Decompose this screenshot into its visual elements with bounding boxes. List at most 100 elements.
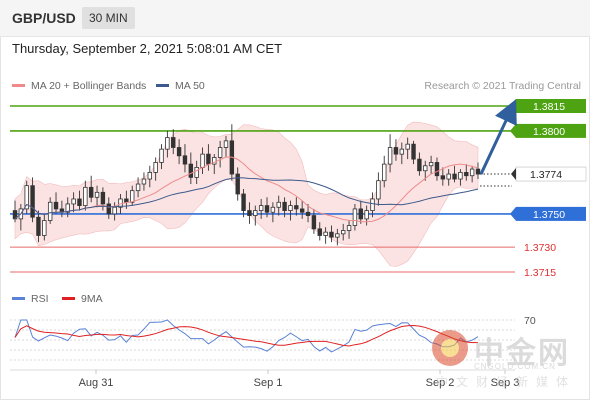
legend-9ma-label: 9MA [81, 293, 103, 305]
watermark-url: CNGOLD.COM.CN [474, 362, 556, 371]
candle-body [434, 162, 440, 177]
candle-body [147, 171, 152, 180]
timestamp: Thursday, September 2, 2021 5:08:01 AM C… [12, 41, 283, 56]
candle-body [200, 153, 205, 168]
ma9-swatch [62, 296, 75, 300]
rsi-panel: 70 [10, 315, 536, 361]
candle-body [47, 201, 53, 221]
legend-9ma: 9MA [62, 293, 103, 305]
candle-body [452, 173, 457, 180]
candle-body [112, 206, 117, 215]
candle-body [464, 171, 469, 177]
x-tick-label: Aug 31 [79, 377, 114, 389]
candle-body [428, 162, 434, 167]
candle-body [159, 148, 164, 163]
current-price-pointer [511, 168, 516, 181]
rsi-line [14, 319, 479, 353]
candle-body [382, 163, 387, 182]
candle-body [94, 191, 100, 198]
candle-body [288, 205, 293, 211]
price-levels [10, 105, 515, 273]
candle-body [299, 208, 305, 213]
candle-body [346, 225, 352, 231]
level-tag-pointer [510, 206, 516, 221]
candle-body [364, 210, 369, 220]
candle-body [65, 203, 70, 213]
level-label-1.3730: 1.3730 [524, 242, 556, 254]
candle-body [24, 185, 29, 210]
candle-body [247, 210, 252, 216]
candle-body [393, 147, 399, 155]
current-price-label: 1.3774 [530, 169, 562, 181]
candle-body [270, 206, 276, 213]
level-label-1.3800: 1.3800 [533, 126, 565, 138]
watermark-logo-icon [432, 330, 468, 366]
candle-body [417, 158, 422, 172]
candle-body [305, 211, 311, 216]
candle-body [458, 171, 463, 180]
candle-body [153, 162, 158, 173]
level-labels: 1.3815 1.3800 1.3750 1.3730 1.3715 1.3774 [479, 99, 587, 279]
candle-body [130, 190, 135, 203]
level-label-1.3715: 1.3715 [524, 267, 556, 279]
timeframe-badge[interactable]: 30 MIN [82, 7, 135, 29]
candle-body [83, 186, 88, 206]
candle-body [77, 198, 82, 207]
legend-bollinger: MA 20 + Bollinger Bands [12, 80, 146, 92]
level-tag-1.3800 [516, 123, 586, 138]
candle-body [53, 201, 59, 210]
x-tick-label: Sep 1 [254, 377, 283, 389]
target-arrow [479, 99, 517, 175]
legend-ma50: MA 50 [156, 80, 205, 92]
legend-bollinger-label: MA 20 + Bollinger Bands [31, 80, 147, 92]
candle-body [171, 137, 176, 148]
level-tag-1.3815 [516, 99, 586, 113]
candle-body [188, 163, 194, 178]
legend-ma50-label: MA 50 [175, 80, 205, 92]
research-credit: Research © 2021 Trading Central [424, 80, 581, 92]
candle-body [294, 205, 299, 210]
x-axis: Aug 31 Sep 1 Sep 2 Sep 3 [10, 369, 520, 389]
candle-body [88, 186, 94, 198]
candle-body [411, 143, 416, 160]
level-label-1.3750: 1.3750 [533, 209, 565, 221]
rsi-level-label: 70 [524, 315, 536, 327]
ma50-line [14, 177, 479, 220]
candle-body [182, 155, 188, 165]
candle-body [100, 191, 106, 205]
candle-body [217, 147, 223, 158]
legend-rsi: RSI [12, 293, 49, 305]
candle-body [329, 231, 334, 238]
ma50-swatch [156, 83, 169, 87]
candle-body [399, 148, 405, 155]
candle-body [370, 198, 375, 211]
legend-rsi-label: RSI [31, 293, 49, 305]
rsi-ma-line [14, 325, 479, 347]
candle-body [235, 173, 240, 195]
candle-body [423, 165, 428, 172]
candle-body [335, 233, 340, 238]
candle-body [352, 208, 358, 226]
candle-body [176, 147, 182, 157]
candle-body [253, 210, 258, 216]
candle-body [276, 201, 281, 208]
candle-body [311, 215, 317, 230]
candle-body [42, 220, 47, 236]
candle-body [358, 208, 363, 220]
watermark: 中金网 CNGOLD.COM.CN 中文财经新媒体 [432, 330, 582, 392]
watermark-title: 中金网 [474, 336, 570, 371]
rsi-swatch [12, 296, 25, 300]
candle-body [341, 230, 346, 235]
candle-body [241, 193, 246, 211]
candle-body [141, 178, 147, 185]
chart-header: GBP/USD 30 MIN [0, 0, 590, 37]
candle-body [317, 228, 322, 236]
candle-body [446, 173, 451, 180]
candle-body [165, 137, 170, 150]
bollinger-swatch [12, 83, 25, 87]
x-tick-label: Sep 3 [491, 377, 520, 389]
candle-body [212, 157, 217, 165]
x-tick-label: Sep 2 [426, 377, 455, 389]
symbol-label: GBP/USD [12, 10, 76, 26]
candle-body [264, 205, 270, 213]
